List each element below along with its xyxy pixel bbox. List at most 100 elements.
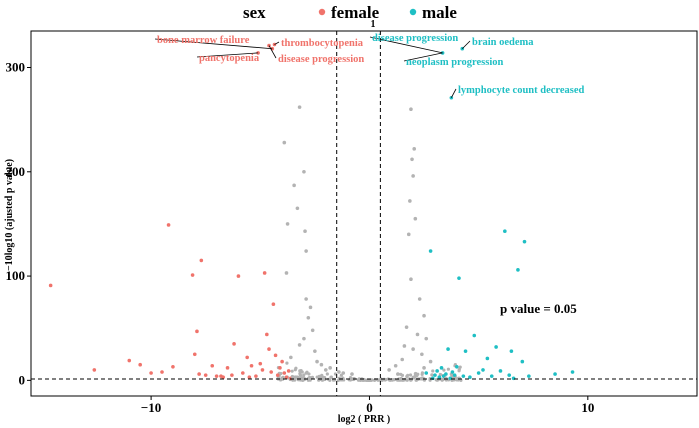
point-female	[254, 374, 258, 378]
annotation-label: brain oedema	[472, 37, 534, 48]
point-male	[444, 372, 448, 376]
point-not-significant	[387, 368, 391, 372]
point-male	[457, 276, 461, 280]
point-female	[271, 302, 276, 307]
point-male	[498, 369, 503, 373]
point-female	[166, 223, 171, 227]
point-female	[260, 368, 265, 372]
plot-panel	[30, 30, 698, 397]
point-not-significant	[412, 147, 417, 151]
y-tick-label: 200	[6, 164, 26, 179]
annotation-leader	[403, 52, 443, 62]
point-not-significant	[413, 216, 418, 221]
point-not-significant	[289, 355, 293, 360]
legend-male-marker	[409, 8, 417, 16]
point-female	[225, 366, 230, 370]
point-male	[516, 268, 520, 272]
point-not-significant	[303, 229, 307, 234]
point-female	[214, 374, 219, 378]
point-male	[553, 372, 557, 376]
point-female	[195, 329, 199, 334]
y-tick-label: 100	[6, 268, 26, 283]
y-tick-label: 0	[19, 372, 26, 387]
point-female	[267, 347, 271, 351]
point-not-significant	[406, 232, 411, 237]
point-not-significant	[341, 371, 346, 375]
point-female	[149, 371, 153, 375]
point-not-significant	[306, 315, 311, 320]
point-female	[247, 375, 252, 380]
point-female	[210, 363, 215, 368]
legend-female-label: female	[331, 3, 380, 22]
annotation-leader	[461, 40, 471, 50]
point-male	[435, 369, 439, 373]
point-female	[203, 373, 208, 377]
annotation-label: bone marrow failure	[157, 35, 250, 46]
point-not-significant	[396, 372, 400, 376]
annotation-leader	[450, 88, 457, 98]
point-ns-cluster	[307, 375, 311, 380]
point-female	[192, 352, 197, 357]
point-ns-cluster	[294, 366, 298, 370]
point-ns-cluster	[279, 371, 283, 376]
threshold-lines	[31, 31, 697, 396]
point-not-significant	[420, 352, 424, 357]
point-female	[241, 371, 245, 375]
legend-female-marker	[318, 8, 326, 16]
x-tick-label: −10	[141, 400, 161, 415]
point-not-significant	[304, 297, 308, 301]
point-female	[221, 375, 225, 380]
annotation-leader	[369, 36, 443, 54]
point-ns-cluster	[450, 373, 454, 377]
point-male	[452, 373, 457, 377]
point-male	[511, 376, 516, 381]
point-male	[463, 349, 468, 353]
point-female	[280, 359, 284, 364]
point-ns-cluster	[357, 377, 361, 381]
point-ns-cluster	[325, 372, 329, 376]
point-not-significant	[297, 343, 302, 347]
annotation-label: pancytopenia	[199, 53, 260, 64]
x-axis-label: log2 ( PRR )	[338, 414, 391, 425]
point-ns-cluster	[454, 378, 459, 382]
point-ns-cluster	[446, 367, 450, 371]
point-ns-cluster	[431, 369, 435, 373]
x-tick-label: 10	[581, 400, 594, 415]
point-ns-cluster	[308, 378, 312, 382]
point-not-significant	[282, 140, 287, 145]
point-not-significant	[408, 199, 412, 203]
point-female	[286, 369, 291, 373]
legend-male-label: male	[422, 3, 457, 22]
point-female	[138, 362, 142, 367]
point-not-significant	[313, 349, 317, 353]
point-annotations: bone marrow failure thrombocytopenia pancy…	[154, 33, 585, 98]
point-not-significant	[337, 370, 341, 374]
point-female	[262, 271, 267, 275]
point-ns-cluster	[317, 374, 321, 378]
point-ns-cluster	[280, 377, 285, 381]
point-not-significant	[295, 206, 300, 211]
annotation-leader	[154, 38, 273, 50]
point-not-significant	[411, 347, 415, 351]
point-female	[232, 342, 236, 346]
point-female	[127, 358, 132, 363]
point-not-significant	[310, 328, 315, 333]
point-not-significant	[428, 359, 433, 364]
point-female	[245, 355, 249, 360]
annotation-label: lymphocyte count decreased	[458, 85, 585, 96]
point-ns-cluster	[301, 375, 306, 380]
point-not-significant	[444, 376, 448, 381]
annotation-leader	[268, 45, 277, 59]
point-ns-cluster	[285, 361, 289, 365]
annotation-leader	[196, 52, 259, 58]
x-tick-label: 0	[366, 400, 373, 415]
point-not-significant	[415, 332, 420, 337]
point-ns-cluster	[408, 373, 413, 377]
point-not-significant	[404, 325, 409, 329]
point-female	[284, 375, 289, 380]
point-not-significant	[422, 313, 426, 318]
point-not-significant	[328, 366, 332, 370]
point-not-significant	[315, 359, 319, 364]
